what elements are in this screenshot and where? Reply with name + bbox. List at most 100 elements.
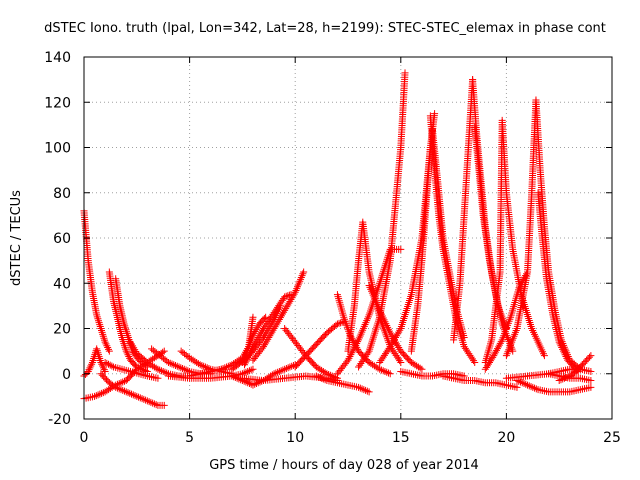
data-point [264,335,272,343]
data-point [587,352,595,360]
data-point [278,296,286,304]
data-point [142,396,150,404]
data-point [384,369,392,377]
data-point [518,379,526,387]
data-point [300,268,308,276]
data-point [326,371,334,379]
chart-title: dSTEC Iono. truth (lpal, Lon=342, Lat=28… [44,21,606,36]
data-point [119,378,127,386]
data-point [269,326,277,334]
data-point [460,334,468,342]
y-tick-labels: -20 0 20 40 60 80 100 120 140 [44,50,71,428]
data-point [355,383,363,391]
data-point [105,386,113,394]
data-point [461,344,469,352]
data-point [556,340,564,348]
data-point [265,316,273,324]
data-point [145,398,153,406]
data-point [138,395,146,403]
data-point [374,364,382,372]
data-point [123,328,131,336]
data-point [261,341,269,349]
data-point [493,346,501,354]
data-point [281,306,289,314]
data-point [143,358,151,366]
data-point [98,328,106,336]
data-point [88,360,96,368]
data-point [272,305,280,313]
data-point [318,366,326,374]
data-point [509,347,517,355]
data-point [387,341,395,349]
data-point [358,358,366,366]
series-29 [428,125,468,342]
data-point [279,366,287,374]
data-point [532,385,540,393]
data-point [92,392,100,400]
data-point [122,347,130,355]
data-point [587,367,595,375]
series-36 [439,372,521,391]
data-point [104,345,112,353]
data-point [179,364,187,372]
data-point [266,332,274,340]
data-point [122,388,130,396]
series-41 [502,370,595,385]
data-point [555,377,563,385]
data-point [275,302,283,310]
data-point [271,323,279,331]
data-point [254,334,262,342]
data-point [244,353,252,361]
data-point [94,391,102,399]
data-point [85,366,93,374]
x-tick-label: 20 [497,430,515,446]
data-point [160,401,168,409]
data-point [267,314,275,322]
data-point [177,364,185,372]
data-point [245,367,253,375]
data-point [279,310,287,318]
data-point [515,284,523,292]
data-point [555,338,563,346]
data-point [262,339,270,347]
data-point [316,365,324,373]
data-point [367,360,375,368]
data-point [271,307,279,315]
data-point [135,364,143,372]
data-point [394,342,402,350]
data-point [235,375,243,383]
data-point [335,319,343,327]
data-point [241,359,249,367]
data-point [276,314,284,322]
data-point [267,372,275,380]
data-point [356,361,364,369]
data-point [173,362,181,370]
data-point [492,348,500,356]
data-point [244,367,252,375]
y-tick-label: 140 [44,50,71,66]
data-point [106,361,114,369]
data-point [247,366,255,374]
series-4 [105,268,151,375]
data-point [376,365,384,373]
data-point [378,355,386,363]
data-point [562,353,570,361]
data-point [522,380,530,388]
data-point [268,312,276,320]
data-point [392,351,400,359]
data-point [466,351,474,359]
data-point [166,359,174,367]
data-point [245,380,253,388]
data-point [163,369,171,377]
data-point [274,303,282,311]
data-point [357,359,365,367]
data-point [383,368,391,376]
data-point [136,394,144,402]
data-point [203,364,211,372]
data-point [319,375,327,383]
data-point [286,297,294,305]
data-point [184,367,192,375]
data-point [281,293,289,301]
data-point [246,348,254,356]
data-point [247,346,255,354]
